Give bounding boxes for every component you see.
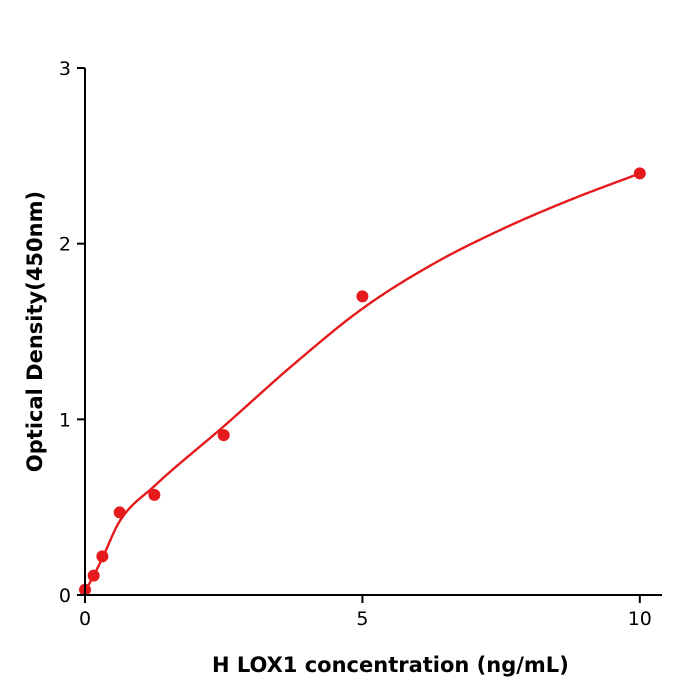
- data-point: [633, 167, 646, 180]
- fit-curve: [83, 172, 642, 593]
- data-point: [87, 569, 100, 582]
- data-point: [217, 429, 230, 442]
- fit-curve-layer: [83, 172, 642, 593]
- x-axis-label: H LOX1 concentration (ng/mL): [212, 653, 569, 677]
- x-tick-layer: 0 5 10: [79, 595, 652, 630]
- axes-layer: [84, 68, 662, 596]
- x-tick-label: 5: [356, 608, 368, 630]
- y-tick-label: 0: [59, 585, 71, 607]
- data-point-layer: [79, 167, 646, 596]
- data-point: [356, 290, 369, 303]
- y-axis-label: Optical Density(450nm): [23, 191, 47, 472]
- data-point: [148, 488, 161, 501]
- data-point: [113, 506, 126, 519]
- x-tick-label: 0: [79, 608, 91, 630]
- y-tick-label: 3: [59, 58, 71, 80]
- data-point: [96, 550, 109, 563]
- y-tick-label: 2: [59, 234, 71, 256]
- y-tick-layer: 0 1 2 3: [59, 58, 85, 607]
- y-tick-label: 1: [59, 409, 71, 431]
- x-tick-label: 10: [628, 608, 652, 630]
